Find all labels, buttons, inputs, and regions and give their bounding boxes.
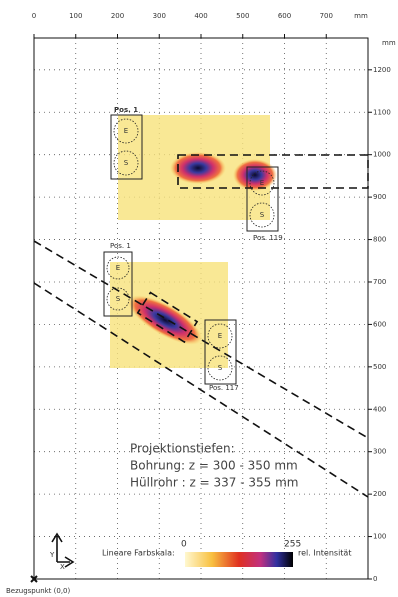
hotspot (233, 159, 277, 191)
x-tick-label: 100 (69, 12, 82, 20)
label: S (116, 295, 121, 303)
depth-text: Hüllrohr : z = 337 - 355 mm (130, 476, 298, 490)
x-tick-label: 0 (32, 12, 36, 20)
y-tick-label: 1100 (373, 108, 391, 116)
figure: Pos. 1 Pos. 119 Pos. 1 Pos. 117 E S E S … (0, 0, 398, 597)
x-tick-label: 200 (111, 12, 124, 20)
depth-title: Projektionstiefen: (130, 442, 235, 456)
y-tick-label: 800 (373, 236, 386, 244)
color-scale (185, 552, 293, 567)
label: E (260, 179, 264, 187)
label: E (124, 127, 128, 135)
y-unit: mm (382, 39, 396, 47)
label: E (116, 264, 120, 272)
label: Pos. 117 (209, 384, 239, 392)
axis-y-label: Y (49, 551, 55, 559)
x-tick-label: 300 (153, 12, 166, 20)
label: S (124, 159, 129, 167)
scale-label: Lineare Farbskala: (102, 549, 175, 558)
label: Pos. 1 (114, 106, 138, 114)
label: S (218, 364, 223, 372)
x-tick-label: 600 (278, 12, 291, 20)
scale-unit: rel. Intensität (298, 549, 351, 558)
y-tick-label: 500 (373, 363, 386, 371)
y-tick-label: 1200 (373, 66, 391, 74)
origin-label: Bezugspunkt (0,0) (6, 587, 71, 595)
y-tick-label: 0 (373, 575, 377, 583)
y-tick-label: 700 (373, 278, 386, 286)
x-unit: mm (354, 12, 368, 20)
y-tick-label: 300 (373, 448, 386, 456)
label: Pos. 1 (110, 242, 131, 250)
y-tick-label: 400 (373, 405, 386, 413)
x-tick-label: 400 (194, 12, 207, 20)
y-tick-label: 100 (373, 533, 386, 541)
x-tick-label: 700 (320, 12, 333, 20)
label: S (260, 211, 265, 219)
scale-min: 0 (181, 540, 187, 550)
axis-x-label: X (60, 563, 65, 571)
y-tick-label: 1000 (373, 151, 391, 159)
y-tick-label: 900 (373, 193, 386, 201)
label: Pos. 119 (253, 234, 283, 242)
y-tick-label: 200 (373, 490, 386, 498)
x-tick-label: 500 (236, 12, 249, 20)
label: E (218, 332, 222, 340)
y-tick-label: 600 (373, 320, 386, 328)
depth-text: Bohrung: z = 300 - 350 mm (130, 459, 298, 473)
